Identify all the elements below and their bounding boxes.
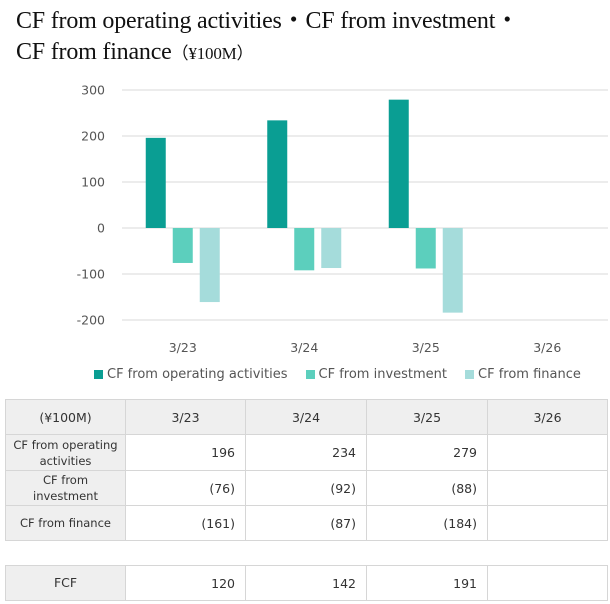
header-col: 3/26	[487, 399, 608, 435]
bar-investment-3-23	[172, 228, 193, 263]
header-col: 3/24	[245, 399, 367, 435]
x-tick-label: 3/23	[169, 340, 197, 355]
bar-investment-3-24	[294, 228, 315, 271]
legend-swatch-investment	[305, 369, 315, 379]
legend-label-operating: CF from operating activities	[107, 366, 288, 382]
y-tick-label: 300	[81, 83, 105, 98]
header-col: 3/25	[366, 399, 488, 435]
row-label-operating: CF from operating activities	[5, 434, 126, 471]
fcf-table: FCF 120 142 191	[5, 565, 608, 601]
y-tick-label: -100	[77, 267, 105, 282]
y-axis-ticks: 300 200 100 0 -100 -200	[77, 83, 105, 328]
bars	[145, 99, 463, 313]
table-row: CF from investment (76) (92) (88)	[5, 470, 608, 506]
legend-label-finance: CF from finance	[478, 366, 581, 382]
x-tick-label: 3/25	[412, 340, 440, 355]
x-axis-ticks: 3/23 3/24 3/25 3/26	[169, 340, 562, 355]
cash-flow-table: (¥100M) 3/23 3/24 3/25 3/26 CF from oper…	[5, 399, 608, 541]
bar-chart: 300 200 100 0 -100 -200 3/23 3/24 3/25 3/26	[77, 83, 608, 355]
row-label-line: CF from operating	[13, 437, 118, 452]
table-cell: 142	[245, 565, 367, 601]
table-cell	[487, 565, 608, 601]
legend-item-finance: CF from finance	[465, 367, 581, 382]
table-cell: 196	[125, 434, 246, 471]
title-unit: （¥100M）	[171, 44, 254, 63]
bar-operating-3-25	[388, 99, 409, 228]
legend-item-investment: CF from investment	[305, 366, 448, 382]
bar-operating-3-24	[267, 120, 288, 228]
row-label-fcf: FCF	[5, 565, 126, 601]
chart-title: CF from operating activities・CF from inv…	[16, 6, 606, 69]
row-label-line: activities	[39, 453, 92, 468]
legend-item-operating: CF from operating activities	[94, 367, 288, 382]
table-cell	[487, 434, 608, 471]
table-row: CF from operating activities 196 234 279	[5, 434, 608, 471]
title-line-2: CF from finance	[16, 39, 172, 65]
table-cell: (161)	[125, 505, 246, 541]
legend-label-investment: CF from investment	[318, 366, 448, 382]
bar-finance-3-24	[321, 228, 342, 269]
table-header-row: (¥100M) 3/23 3/24 3/25 3/26	[5, 399, 608, 435]
gridlines	[122, 89, 608, 321]
table-cell: (88)	[366, 470, 488, 506]
legend: CF from operating activities CF from inv…	[94, 364, 604, 384]
title-line-1: CF from operating activities・CF from inv…	[16, 8, 520, 34]
table-row: CF from finance (161) (87) (184)	[5, 505, 608, 541]
header-unit: (¥100M)	[5, 399, 126, 435]
table-cell: 279	[366, 434, 488, 471]
bar-finance-3-23	[199, 228, 220, 303]
bar-investment-3-25	[415, 228, 436, 269]
legend-swatch-operating	[94, 369, 103, 379]
y-tick-label: 100	[81, 175, 105, 190]
table-cell: (76)	[125, 470, 246, 506]
bar-finance-3-25	[442, 228, 463, 313]
x-tick-label: 3/24	[290, 340, 318, 355]
header-col: 3/23	[125, 399, 246, 435]
row-label-investment: CF from investment	[5, 470, 126, 506]
table-cell: 191	[366, 565, 488, 601]
table-cell: (87)	[245, 505, 367, 541]
table-cell: (92)	[245, 470, 367, 506]
legend-swatch-finance	[465, 369, 475, 379]
y-tick-label: 0	[97, 221, 105, 236]
x-tick-label: 3/26	[533, 340, 561, 355]
y-tick-label: -200	[77, 313, 105, 328]
table-cell	[487, 470, 608, 506]
row-label-finance: CF from finance	[5, 505, 126, 541]
fcf-row: FCF 120 142 191	[5, 565, 608, 601]
table-cell: 120	[125, 565, 246, 601]
table-cell: 234	[245, 434, 367, 471]
table-cell: (184)	[366, 505, 488, 541]
bar-operating-3-23	[145, 137, 166, 228]
y-tick-label: 200	[81, 129, 105, 144]
table-cell	[487, 505, 608, 541]
